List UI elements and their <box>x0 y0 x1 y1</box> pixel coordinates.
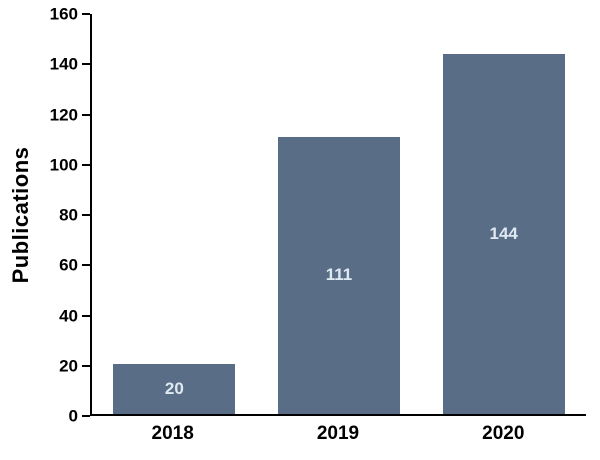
y-tick-mark <box>82 163 90 166</box>
bar-2018: 20 <box>113 364 236 414</box>
y-axis-title-container: Publications <box>4 14 38 416</box>
bar-slot: 144 <box>421 14 586 414</box>
y-tick-label: 60 <box>59 255 78 275</box>
y-tick-label: 80 <box>59 205 78 225</box>
y-tick-mark <box>82 113 90 116</box>
bar-value-label: 111 <box>325 265 353 285</box>
y-axis-title: Publications <box>8 146 33 284</box>
plot-area: 20 111 144 <box>90 14 586 416</box>
y-tick-mark <box>82 63 90 66</box>
y-tick-label: 160 <box>49 4 78 24</box>
y-tick-mark <box>82 364 90 367</box>
y-tick-mark <box>82 415 90 417</box>
bar-2020: 144 <box>442 54 565 414</box>
y-tick-label: 0 <box>68 406 78 426</box>
y-tick-mark <box>82 13 90 15</box>
x-axis: 2018 2019 2020 <box>90 416 586 456</box>
y-tick-label: 100 <box>49 155 78 175</box>
y-tick-label: 20 <box>59 356 78 376</box>
bar-value-label: 144 <box>489 224 518 243</box>
y-tick-mark <box>82 264 90 267</box>
x-tick-label-2020: 2020 <box>482 423 525 444</box>
x-tick-label-2019: 2019 <box>316 423 360 444</box>
y-axis: 0 20 40 60 80 100 120 140 160 <box>38 6 90 425</box>
y-tick-label: 120 <box>49 105 78 124</box>
y-tick-mark <box>82 214 90 216</box>
y-tick-label: 40 <box>59 306 78 325</box>
y-tick-label: 140 <box>49 54 78 74</box>
bar-value-label: 20 <box>164 379 184 398</box>
x-tick-label-2018: 2018 <box>151 423 194 444</box>
bar-slot: 111 <box>257 14 422 414</box>
bar-2019: 111 <box>278 136 400 414</box>
bar-slot: 20 <box>92 14 257 414</box>
y-tick-mark <box>82 314 90 317</box>
